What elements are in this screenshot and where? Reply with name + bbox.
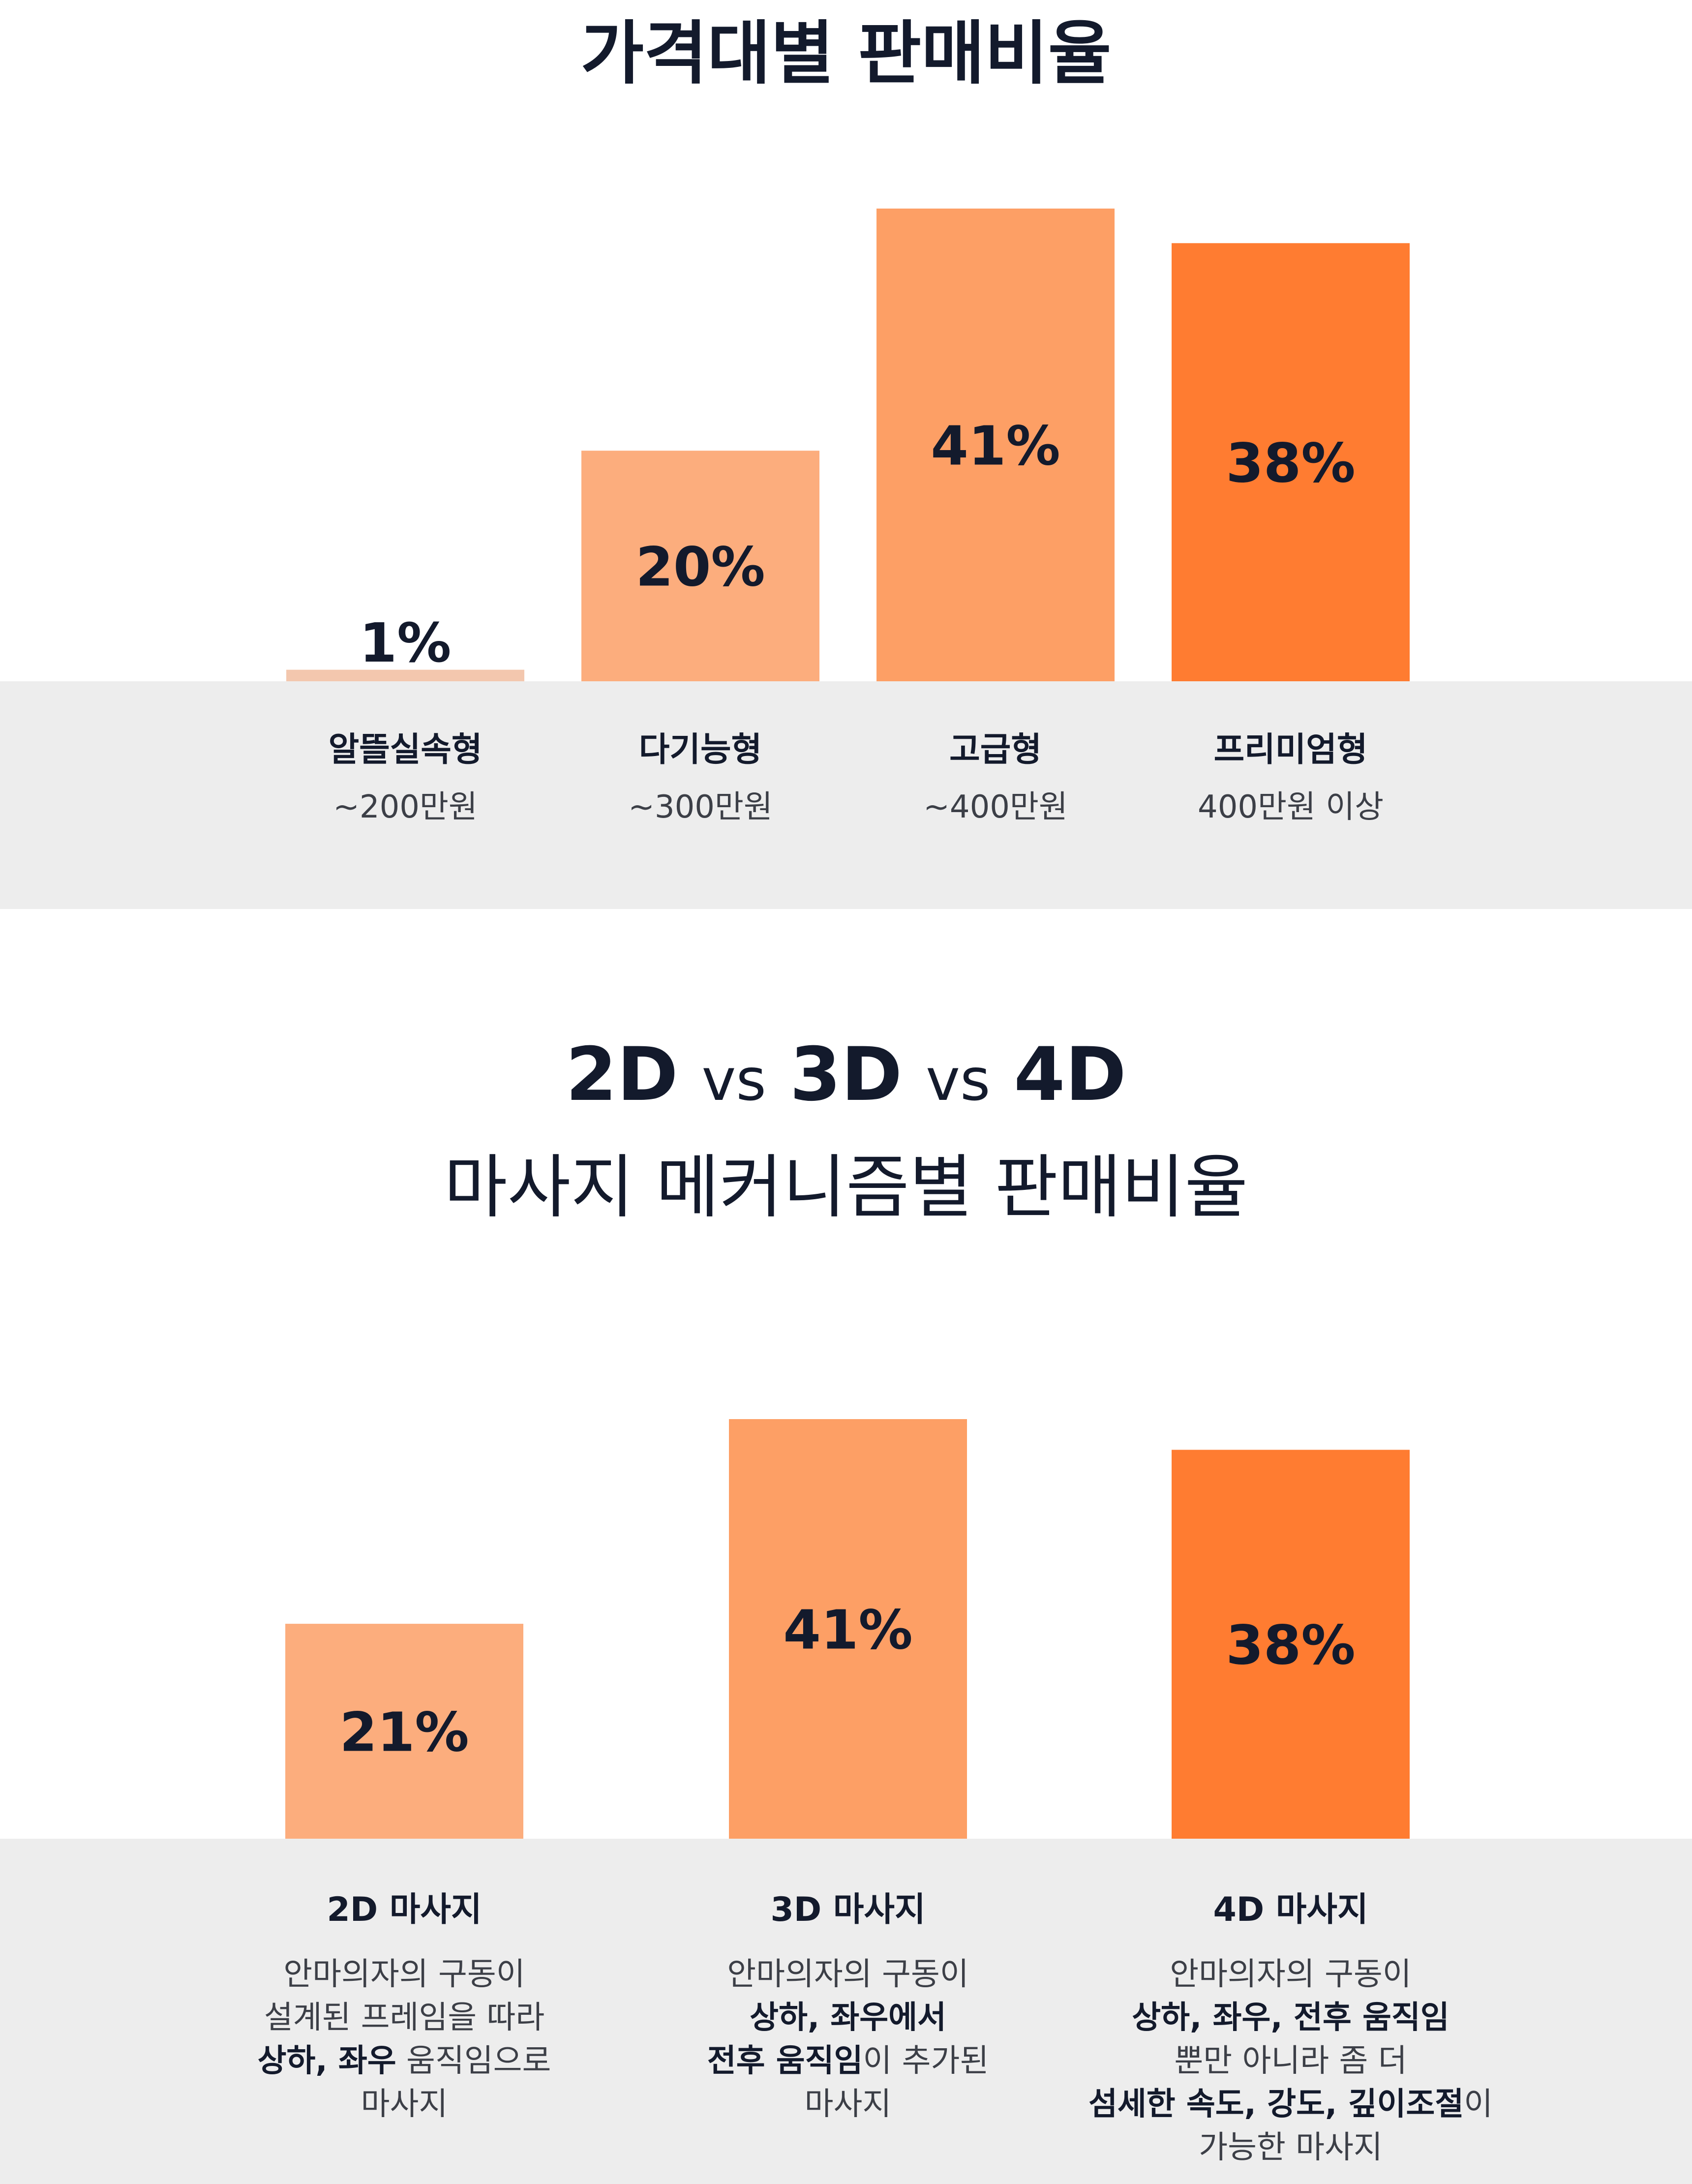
description-line: 안마의자의 구동이 [149,1953,660,1996]
description-emphasis: 섬세한 속도, 강도, 깊이조절 [1088,2086,1464,2123]
description-text: 마사지 [804,2086,892,2123]
description-line: 안마의자의 구동이 [592,1953,1104,1996]
mechanism-label-3: 4D 마사지 [1213,1890,1368,1929]
description-line: 가능한 마사지 [1035,2126,1546,2169]
title-part-3d: 3D [789,1032,903,1118]
description-line: 안마의자의 구동이 [1035,1953,1546,1996]
bar-value-label-3: 38% [1226,1614,1355,1677]
description-text: 이 [1464,2086,1493,2123]
chart2-baseline-band [0,1839,1692,2184]
chart1-plot: 1% 20% 41% 38% [286,209,1410,681]
category-price-1: ~200만원 [333,789,478,825]
description-line: 상하, 좌우에서 [592,1996,1104,2039]
description-emphasis: 상하, 좌우, 전후 움직임 [1132,2000,1450,2036]
description-emphasis: 상하, 좌우 [257,2043,396,2079]
bar-1 [285,1624,523,1839]
chart2-title-main: 2D vs 3D vs 4D [0,1026,1692,1129]
description-line: 전후 움직임이 추가된 [592,2039,1104,2083]
chart1-baseline-band [0,681,1692,909]
description-line: 상하, 좌우, 전후 움직임 [1035,1996,1546,2039]
description-emphasis: 상하, 좌우에서 [750,2000,946,2036]
title-part-2d: 2D [565,1032,678,1118]
bar-2 [581,451,819,681]
category-label-1: 알뜰실속형 [328,730,483,769]
bar-value-label-4: 38% [1226,432,1355,495]
description-text: 이 추가된 [863,2043,989,2079]
description-text: 마사지 [361,2086,448,2123]
description-emphasis: 전후 움직임 [707,2043,863,2079]
bar-value-label-3: 41% [931,415,1060,478]
description-text: 움직임으로 [396,2043,551,2079]
description-line: 상하, 좌우 움직임으로 [149,2039,660,2083]
category-label-4: 프리미엄형 [1213,730,1368,769]
description-line: 마사지 [149,2083,660,2126]
description-text: 안마의자의 구동이 [727,1956,969,1993]
category-label-2: 다기능형 [638,730,762,769]
description-text: 안마의자의 구동이 [283,1956,525,1993]
description-line: 섬세한 속도, 강도, 깊이조절이 [1035,2083,1546,2126]
chart2-plot: 21% 41% 38% [285,1419,1410,1839]
mechanism-label-1: 2D 마사지 [327,1890,482,1929]
category-price-2: ~300만원 [628,789,773,825]
category-price-3: ~400만원 [923,789,1068,825]
bar-3 [1172,1450,1410,1839]
chart2-subtitle: 마사지 메커니즘별 판매비율 [444,1148,1248,1228]
bar-value-label-1: 21% [339,1701,469,1764]
bar-value-label-2: 20% [635,536,765,599]
description-text: 뿐만 아니라 좀 더 [1174,2043,1407,2079]
bar-1 [286,669,524,681]
bar-value-label-2: 41% [783,1599,912,1662]
description-line: 뿐만 아니라 좀 더 [1035,2039,1546,2083]
mechanism-description-2: 안마의자의 구동이 상하, 좌우에서 전후 움직임이 추가된 마사지 [592,1953,1104,2126]
title-part-4d: 4D [1014,1032,1127,1118]
title-part-vs-1: vs [701,1046,766,1114]
category-label-3: 고급형 [949,730,1042,769]
description-text: 설계된 프레임을 따라 [264,2000,545,2036]
description-text: 안마의자의 구동이 [1170,1956,1412,1993]
chart2-title: 2D vs 3D vs 4D 마사지 메커니즘별 판매비율 [0,1026,1692,1237]
bar-3 [876,209,1115,681]
mechanism-label-2: 3D 마사지 [770,1890,926,1929]
title-part-vs-2: vs [926,1046,991,1114]
description-text: 가능한 마사지 [1199,2129,1383,2166]
bar-4 [1172,243,1410,681]
chart1-title: 가격대별 판매비율 [580,14,1112,94]
category-price-4: 400만원 이상 [1197,789,1384,825]
bar-value-label-1: 1% [360,611,452,674]
description-line: 마사지 [592,2083,1104,2126]
mechanism-description-1: 안마의자의 구동이 설계된 프레임을 따라 상하, 좌우 움직임으로 마사지 [149,1953,660,2126]
description-line: 설계된 프레임을 따라 [149,1996,660,2039]
bar-2 [729,1419,967,1839]
